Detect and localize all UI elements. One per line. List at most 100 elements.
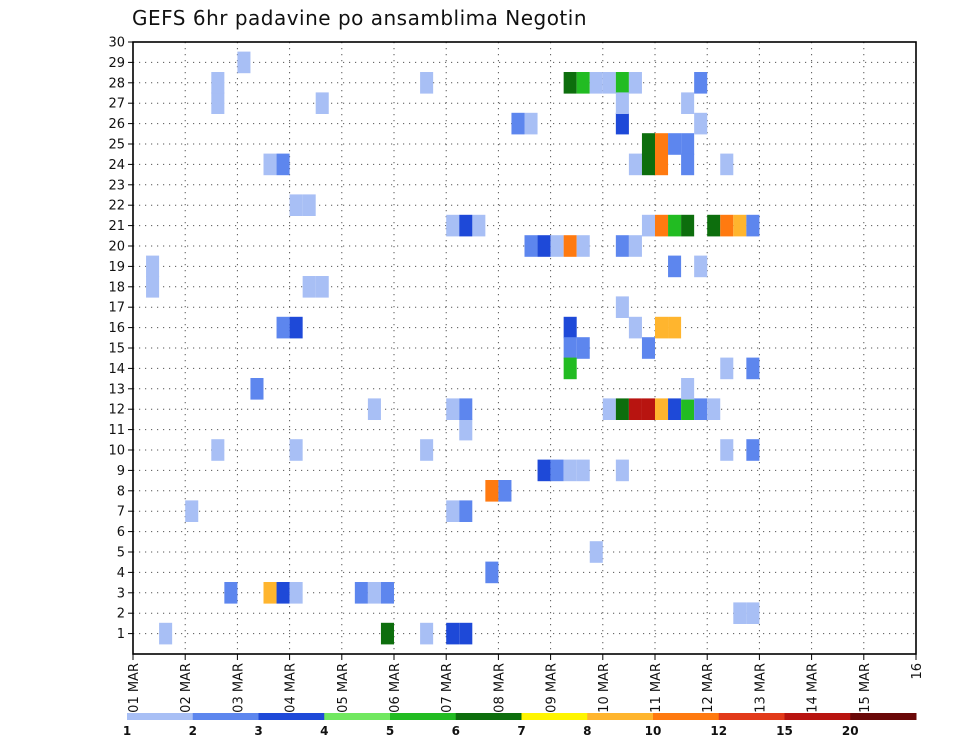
y-tick-label: 17	[108, 301, 125, 316]
y-axis: 1234567891011121314151617181920212223242…	[108, 36, 133, 642]
precip-cell	[550, 235, 564, 257]
precip-cell	[276, 316, 290, 339]
precip-cell	[420, 72, 434, 94]
precip-cell	[681, 92, 695, 114]
precip-cell	[668, 133, 682, 155]
y-tick-label: 22	[108, 199, 125, 214]
legend-label: 6	[452, 724, 460, 738]
precip-cell	[459, 622, 473, 645]
precip-cell	[694, 398, 708, 420]
precip-cell	[563, 72, 577, 94]
precip-cell	[380, 622, 394, 645]
legend-label: 5	[386, 724, 394, 738]
precip-cell	[563, 235, 577, 257]
legend-label: 15	[776, 724, 793, 738]
precip-cell	[694, 112, 708, 135]
precip-cell	[250, 378, 264, 400]
precip-cell	[224, 582, 238, 604]
precip-cell	[602, 72, 616, 94]
precip-cell	[146, 255, 160, 278]
precip-cell	[576, 72, 590, 94]
y-tick-label: 20	[108, 240, 125, 255]
x-tick-label: 04 MAR	[284, 663, 299, 713]
precip-cell	[211, 92, 225, 114]
legend-label: 10	[645, 724, 662, 738]
color-legend: 1 2 3 4 5 6 7 8 10 12 15 20	[123, 713, 917, 738]
x-tick-label: 11 MAR	[649, 663, 664, 713]
precip-cell	[615, 296, 629, 318]
legend-swatch	[455, 713, 522, 720]
precip-cell	[641, 398, 655, 420]
legend-label: 2	[189, 724, 197, 738]
precip-cell	[563, 337, 577, 359]
y-tick-label: 27	[108, 97, 125, 112]
precip-cell	[615, 235, 629, 257]
legend-swatch	[521, 713, 588, 720]
legend-label: 12	[710, 724, 727, 738]
y-tick-label: 21	[108, 219, 125, 234]
precip-cell	[641, 133, 655, 155]
legend-label: 8	[583, 724, 591, 738]
precip-cell	[628, 72, 642, 94]
precip-cell	[746, 439, 760, 461]
y-tick-label: 25	[108, 138, 125, 153]
precip-cell	[655, 153, 669, 176]
y-tick-label: 11	[108, 423, 125, 438]
precip-cell	[276, 582, 290, 604]
precip-cell	[563, 316, 577, 339]
precip-cell	[746, 214, 760, 237]
precip-cell	[694, 255, 708, 278]
y-tick-label: 26	[108, 117, 125, 132]
precip-cell	[615, 398, 629, 420]
precip-cell	[615, 92, 629, 114]
x-tick-label: 05 MAR	[336, 663, 351, 713]
precip-cell	[459, 214, 473, 237]
precip-cell	[628, 235, 642, 257]
y-tick-label: 13	[108, 382, 125, 397]
precip-cell	[576, 337, 590, 359]
precip-cell	[380, 582, 394, 604]
precip-cell	[602, 398, 616, 420]
legend-label: 20	[842, 724, 859, 738]
precip-cell	[668, 316, 682, 339]
precip-cell	[681, 153, 695, 176]
precip-cell	[276, 153, 290, 176]
precip-cell	[550, 459, 564, 482]
precip-cell	[720, 214, 734, 237]
precip-cell	[733, 602, 747, 624]
y-tick-label: 6	[117, 525, 125, 540]
y-tick-label: 14	[108, 362, 125, 377]
y-tick-label: 29	[108, 56, 125, 71]
precip-cell	[354, 582, 368, 604]
precip-cell	[146, 276, 160, 298]
y-tick-label: 24	[108, 158, 125, 173]
precip-cell	[589, 541, 603, 563]
y-tick-label: 4	[117, 566, 125, 581]
precip-cell	[485, 480, 499, 502]
precip-cells	[146, 51, 760, 645]
precip-cell	[655, 133, 669, 155]
y-tick-label: 7	[117, 505, 125, 520]
precip-cell	[446, 622, 460, 645]
x-tick-label: 13 MAR	[753, 663, 768, 713]
y-tick-label: 23	[108, 178, 125, 193]
precip-cell	[641, 214, 655, 237]
precip-cell	[302, 276, 316, 298]
precip-cell	[563, 459, 577, 482]
precip-cell	[446, 214, 460, 237]
y-tick-label: 8	[117, 484, 125, 499]
precip-cell	[615, 112, 629, 135]
precip-cell	[589, 72, 603, 94]
precip-cell	[315, 276, 329, 298]
precip-cell	[459, 398, 473, 420]
y-tick-label: 9	[117, 464, 125, 479]
x-tick-label: 02 MAR	[179, 663, 194, 713]
legend-label: 4	[320, 724, 328, 738]
precip-cell	[655, 214, 669, 237]
precip-cell	[615, 72, 629, 94]
y-tick-label: 18	[108, 280, 125, 295]
legend-swatch	[718, 713, 785, 720]
legend-swatch	[390, 713, 457, 720]
x-tick-label: 07 MAR	[440, 663, 455, 713]
